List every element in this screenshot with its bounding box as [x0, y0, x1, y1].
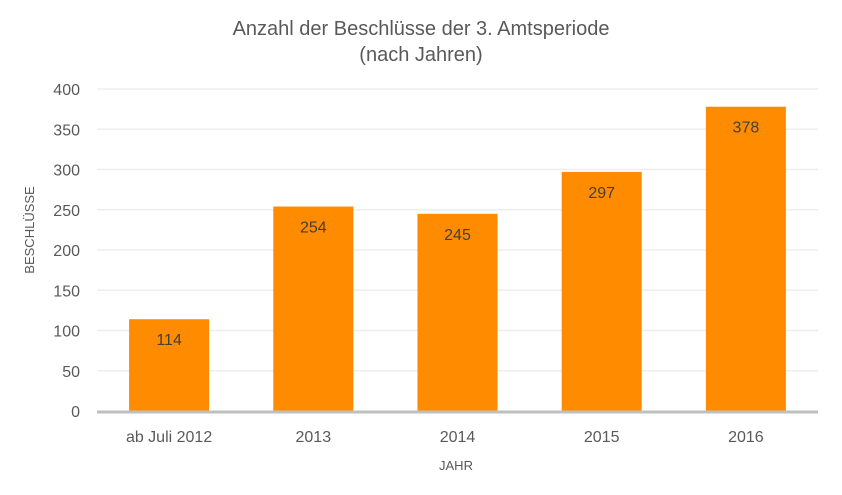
y-tick-label: 150: [53, 283, 80, 300]
y-tick-label: 300: [53, 163, 80, 180]
chart-title: Anzahl der Beschlüsse der 3. Amtsperiode: [233, 18, 610, 40]
x-tick-label: 2016: [728, 429, 764, 446]
bar: [561, 171, 642, 411]
data-label: 254: [300, 220, 327, 237]
y-tick-label: 0: [71, 404, 80, 421]
y-tick-label: 350: [53, 122, 80, 139]
bar: [129, 319, 210, 411]
bar: [705, 106, 786, 412]
data-label: 378: [733, 120, 760, 137]
data-label: 245: [444, 227, 471, 244]
bar: [417, 213, 498, 411]
x-axis-title: JAHR: [439, 458, 473, 473]
y-tick-label: 100: [53, 324, 80, 341]
y-axis-ticks: 0 50 100 150 200 250 300 350 400: [53, 82, 80, 421]
x-tick-label: 2014: [440, 429, 476, 446]
chart-subtitle: (nach Jahren): [359, 44, 482, 66]
y-tick-label: 200: [53, 243, 80, 260]
bars: 114 254 245 297 378: [129, 106, 786, 412]
x-tick-label: 2013: [296, 429, 332, 446]
x-tick-label: ab Juli 2012: [126, 429, 212, 446]
y-tick-label: 50: [62, 364, 80, 381]
x-tick-label: 2015: [584, 429, 620, 446]
x-axis-ticks: ab Juli 2012 2013 2014 2015 2016: [126, 429, 764, 446]
bar: [273, 206, 354, 411]
y-tick-label: 250: [53, 203, 80, 220]
data-label: 297: [588, 185, 615, 202]
y-axis-title: BESCHLÜSSE: [22, 186, 37, 274]
y-tick-label: 400: [53, 82, 80, 99]
data-label: 114: [156, 332, 182, 349]
